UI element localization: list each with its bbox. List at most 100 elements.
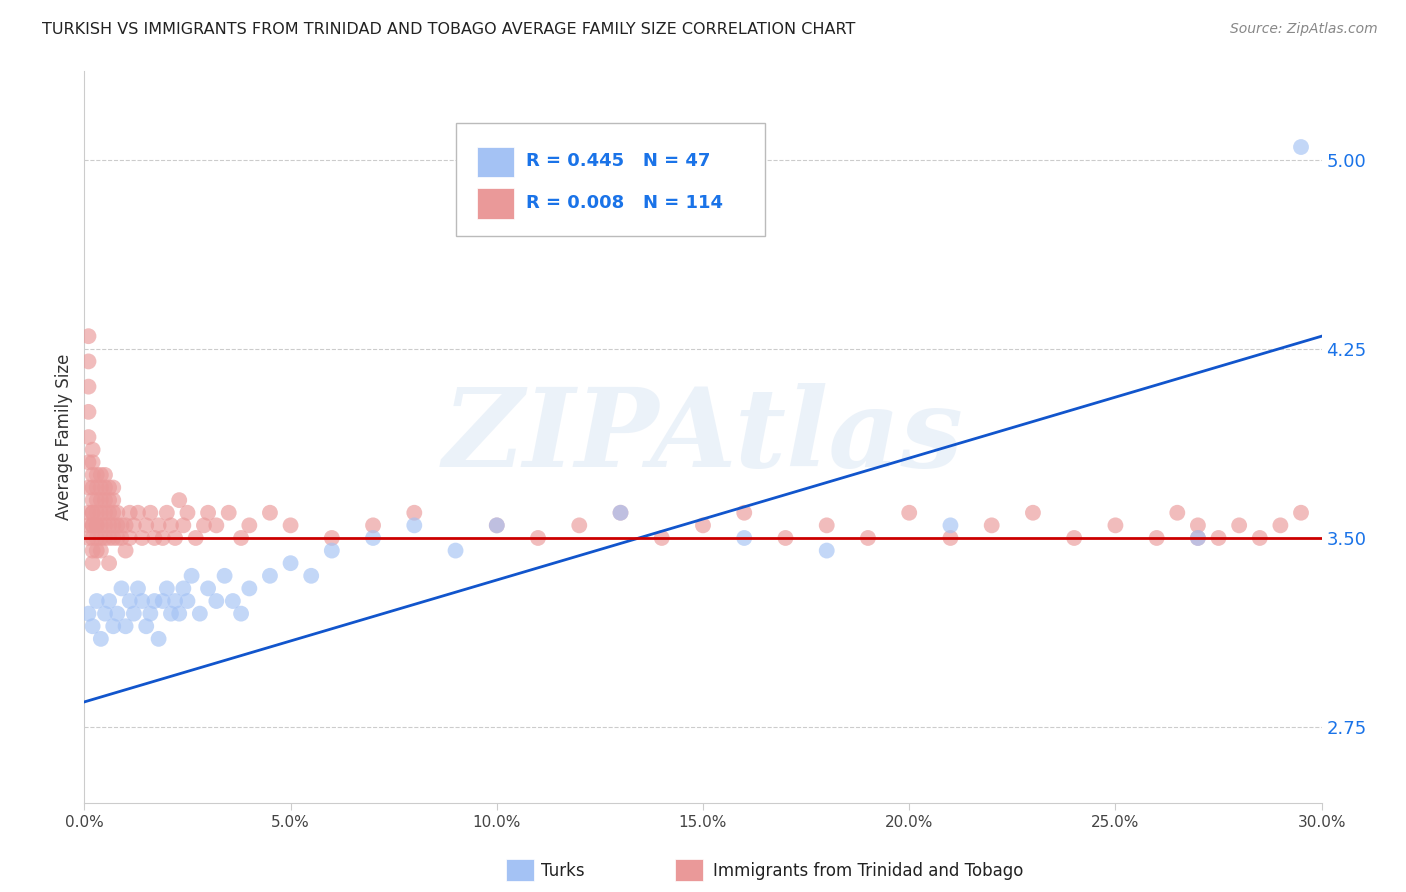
Point [122,518,145,533]
Point [94,607,117,621]
Point [1063,531,1085,545]
Point [1227,518,1250,533]
Point [86,531,108,545]
Point [135,518,157,533]
Point [90,518,112,533]
Point [259,569,281,583]
Point [1187,531,1209,545]
Point [238,518,260,533]
Point [77,481,100,495]
Point [143,531,166,545]
Point [651,531,673,545]
Point [122,607,145,621]
Point [86,518,108,533]
Point [139,506,162,520]
Point [90,531,112,545]
Point [815,543,838,558]
Point [172,582,194,596]
Point [898,506,921,520]
Point [94,467,117,482]
Point [404,518,426,533]
Point [110,582,132,596]
Point [82,506,104,520]
Point [127,506,149,520]
Point [82,556,104,570]
Point [160,518,183,533]
Point [90,506,112,520]
Point [110,531,132,545]
Point [103,518,125,533]
Point [94,481,117,495]
Point [114,518,136,533]
Point [485,518,508,533]
Point [259,506,281,520]
Point [105,506,128,520]
Point [1208,531,1230,545]
Point [280,518,302,533]
Point [165,594,187,608]
Point [114,543,136,558]
Point [1187,531,1209,545]
Point [197,506,219,520]
Point [135,619,157,633]
Point [1022,506,1045,520]
Point [775,531,797,545]
Point [77,455,100,469]
Point [1104,518,1126,533]
Point [90,632,112,646]
Point [86,518,108,533]
Point [1289,140,1312,154]
Point [229,607,252,621]
Point [280,556,302,570]
Point [82,619,104,633]
Point [77,531,100,545]
Point [98,556,121,570]
Point [77,607,100,621]
Point [103,493,125,508]
Text: Immigrants from Trinidad and Tobago: Immigrants from Trinidad and Tobago [713,862,1024,880]
Point [77,430,100,444]
Point [118,531,141,545]
Point [156,506,179,520]
Point [82,442,104,457]
Point [105,607,128,621]
Point [222,594,245,608]
Text: R = 0.445   N = 47: R = 0.445 N = 47 [526,153,710,170]
Point [176,506,198,520]
Text: Turks: Turks [541,862,585,880]
Point [939,518,962,533]
Point [82,493,104,508]
Point [77,354,100,368]
Point [733,531,755,545]
Point [77,329,100,343]
Point [131,531,153,545]
Point [815,518,838,533]
Point [980,518,1002,533]
Point [361,531,384,545]
Point [86,594,108,608]
Point [485,518,508,533]
Y-axis label: Average Family Size: Average Family Size [55,354,73,520]
Point [229,531,252,545]
Point [110,518,132,533]
Point [165,531,187,545]
Point [238,582,260,596]
Point [105,531,128,545]
Point [90,543,112,558]
Point [82,455,104,469]
Point [609,506,631,520]
Point [114,619,136,633]
Point [86,467,108,482]
FancyBboxPatch shape [456,122,765,235]
Point [193,518,215,533]
Point [218,506,240,520]
Point [188,607,211,621]
Point [197,582,219,596]
Point [214,569,236,583]
Point [94,518,117,533]
Point [86,543,108,558]
Point [98,594,121,608]
Point [77,518,100,533]
Point [131,594,153,608]
Point [184,531,207,545]
